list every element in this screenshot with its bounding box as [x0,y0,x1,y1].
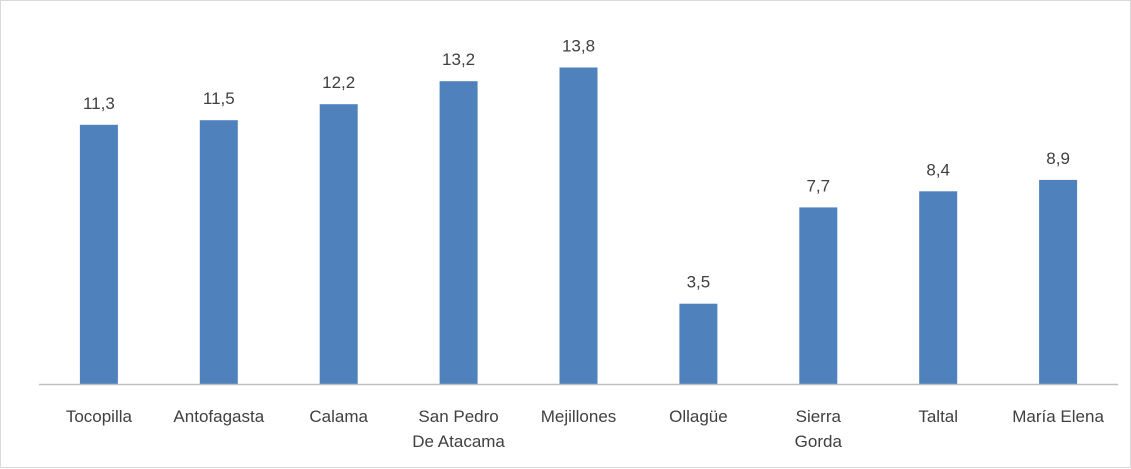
value-label-8: 8,9 [1046,149,1070,168]
value-label-3: 13,2 [442,50,475,69]
category-label-line: Mejillones [541,407,617,426]
value-labels-group: 11,3 11,5 12,2 13,2 13,8 3,5 7,7 8,4 8,9 [83,37,1070,292]
category-label-6: Sierra Gorda [795,407,843,451]
bar-6 [799,207,838,384]
bar-7 [919,191,958,384]
bar-0 [79,124,118,385]
category-label-line: Tocopilla [66,407,133,426]
bar-5 [679,303,718,384]
value-label-5: 3,5 [687,273,711,292]
value-label-1: 11,5 [203,89,235,108]
category-label-1: Antofagasta [173,407,264,426]
bar-4 [559,67,598,384]
category-label-line: Ollagüe [669,407,728,426]
value-label-6: 7,7 [806,176,830,195]
bars-group [79,67,1078,385]
bar-2 [319,104,358,384]
category-label-8: María Elena [1012,407,1104,426]
bar-1 [199,120,238,384]
value-label-2: 12,2 [322,73,355,92]
category-label-0: Tocopilla [66,407,133,426]
value-label-7: 8,4 [926,160,950,179]
value-label-4: 13,8 [562,37,595,56]
category-label-line: Sierra [796,407,842,426]
value-label-0: 11,3 [83,94,115,113]
category-label-line: San Pedro [418,407,498,426]
category-label-line: Calama [309,407,368,426]
category-label-line: Taltal [918,407,958,426]
category-label-3: San Pedro De Atacama [412,407,505,451]
category-label-5: Ollagüe [669,407,728,426]
category-label-line: Gorda [795,432,843,451]
bar-8 [1039,179,1078,384]
category-label-2: Calama [309,407,368,426]
category-label-7: Taltal [918,407,958,426]
category-label-line: Antofagasta [173,407,264,426]
category-label-line: De Atacama [412,432,505,451]
category-labels-group: Tocopilla Antofagasta Calama San Pedro De At… [66,407,1105,451]
bar-3 [439,81,478,384]
category-label-4: Mejillones [541,407,617,426]
category-label-line: María Elena [1012,407,1104,426]
